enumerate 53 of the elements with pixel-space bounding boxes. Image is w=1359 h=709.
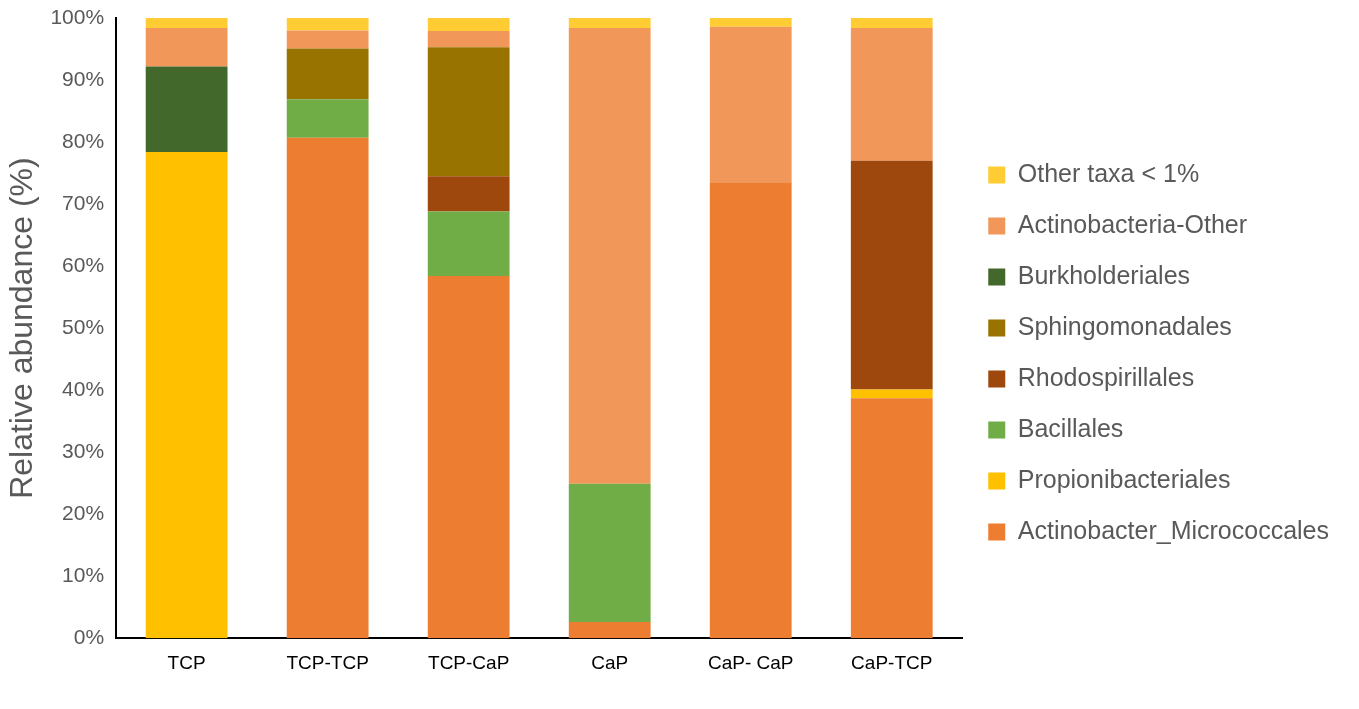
y-tick-label: 70% [62, 190, 105, 214]
legend-label: Actinobacter_Micrococcales [1017, 515, 1330, 544]
legend-label: Sphingomonadales [1017, 311, 1232, 340]
bar [850, 389, 933, 399]
x-tick-label: CaP- CaP [707, 651, 794, 673]
bar [850, 27, 933, 161]
bar [427, 47, 510, 177]
bar [709, 18, 792, 27]
bar [709, 182, 792, 639]
bar [427, 31, 510, 48]
y-tick-label: 80% [62, 128, 105, 152]
legend-label: Burkholderiales [1017, 260, 1191, 289]
y-tick-label: 100% [50, 4, 105, 28]
legend-label: Rhodospirillales [1017, 362, 1195, 391]
x-tick-label: TCP-TCP [286, 651, 369, 673]
bar [286, 137, 369, 639]
y-tick-label: 90% [62, 66, 105, 90]
bar [286, 30, 369, 49]
y-tick-label: 20% [62, 500, 105, 524]
bar [850, 160, 933, 390]
bar [427, 276, 510, 639]
bar [145, 18, 228, 28]
bar [568, 483, 651, 623]
bar [286, 48, 369, 100]
bar [850, 398, 933, 639]
bar [145, 27, 228, 67]
y-axis-title: Relative abundance (%) [3, 157, 40, 499]
x-tick-label: TCP [167, 651, 206, 673]
bar [427, 211, 510, 276]
bar [850, 18, 933, 28]
x-tick-label: CaP [591, 651, 629, 673]
bar [145, 66, 228, 152]
legend-label: Other taxa < 1% [1017, 158, 1200, 187]
bar [427, 176, 510, 212]
bar [568, 18, 651, 28]
bar [709, 26, 792, 183]
legend-label: Propionibacteriales [1017, 464, 1231, 493]
x-tick-label: TCP-CaP [428, 651, 510, 673]
y-tick-label: 40% [62, 376, 105, 400]
y-tick-label: 50% [62, 314, 105, 338]
x-tick-label: CaP-TCP [851, 651, 933, 673]
y-tick-label: 10% [62, 562, 105, 586]
bar [568, 27, 651, 484]
bar [427, 18, 510, 32]
bar [568, 622, 651, 639]
legend-label: Bacillales [1017, 413, 1124, 442]
bar [145, 151, 228, 639]
y-tick-label: 60% [62, 252, 105, 276]
bar [286, 99, 369, 138]
y-tick-label: 0% [73, 625, 105, 648]
legend-label: Actinobacteria-Other [1017, 209, 1248, 238]
y-tick-label: 30% [62, 438, 105, 462]
bar [286, 18, 369, 31]
